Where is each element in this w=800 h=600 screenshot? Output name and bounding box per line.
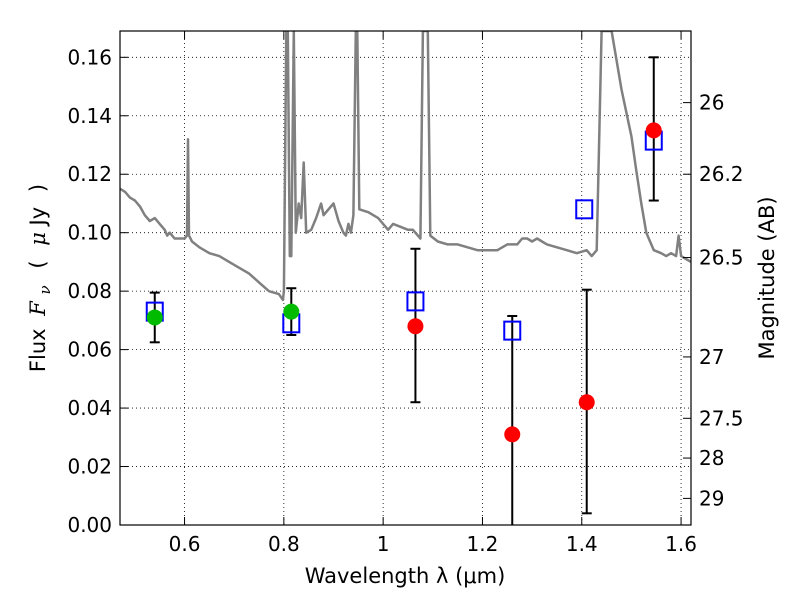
x-tick-label: 0.8 xyxy=(268,532,300,556)
model-photometry-square xyxy=(575,199,594,220)
x-tick-label: 1.6 xyxy=(665,532,697,556)
observed-point-green xyxy=(146,309,163,326)
model-photometry-square xyxy=(406,291,425,312)
y-tick-label: 0.10 xyxy=(67,221,112,245)
model-photometry-square xyxy=(503,320,522,341)
y-label-sub: ν xyxy=(36,285,54,294)
observed-point-red xyxy=(578,394,595,411)
observed-point-red xyxy=(645,122,662,139)
mag-tick-label: 26.2 xyxy=(699,162,744,186)
axis-ticks: 0.6 0.8 1 1.2 1.4 1.6 0.00 0.02 0.04 0.06 0.08 0.10… xyxy=(67,31,744,556)
y-label-mu: μ xyxy=(26,232,50,246)
x-axis-label: Wavelength λ (μm) xyxy=(305,564,506,588)
plot-frame xyxy=(119,30,692,526)
observed-point-red xyxy=(407,318,424,335)
photometry-layer xyxy=(145,56,663,525)
y-tick-label: 0.02 xyxy=(67,455,112,479)
mag-tick-label: 26.5 xyxy=(699,246,744,270)
model-spectrum-line xyxy=(120,31,691,302)
observed-point-green xyxy=(283,303,300,320)
y-axis-label-left: Flux F ν ( μ Jy ) xyxy=(26,184,55,372)
y-label-flux: Flux xyxy=(26,328,50,372)
y-label-unit: Jy xyxy=(26,207,50,228)
y-label-symbol: F xyxy=(26,300,50,317)
y-tick-label: 0.00 xyxy=(67,513,112,537)
y-axis-label-right: Magnitude (AB) xyxy=(755,196,779,359)
y-tick-label: 0.04 xyxy=(67,396,112,420)
grid xyxy=(120,31,691,526)
mag-tick-label: 27 xyxy=(699,345,724,369)
x-tick-label: 1 xyxy=(377,532,390,556)
y-label-close: ) xyxy=(26,184,50,192)
mag-tick-label: 28 xyxy=(699,446,724,470)
mag-tick-label: 26 xyxy=(699,91,724,115)
x-tick-label: 1.4 xyxy=(566,532,598,556)
y-tick-label: 0.14 xyxy=(67,104,112,128)
x-tick-label: 0.6 xyxy=(169,532,201,556)
y-tick-label: 0.08 xyxy=(67,279,112,303)
mag-tick-label: 29 xyxy=(699,486,724,510)
observed-point-red xyxy=(504,426,521,443)
y-label-open: ( xyxy=(26,260,50,268)
y-tick-label: 0.06 xyxy=(67,338,112,362)
y-tick-label: 0.16 xyxy=(67,45,112,69)
y-tick-label: 0.12 xyxy=(67,162,112,186)
x-tick-label: 1.2 xyxy=(467,532,499,556)
model-spectrum-layer xyxy=(120,31,691,302)
mag-tick-label: 27.5 xyxy=(699,406,744,430)
